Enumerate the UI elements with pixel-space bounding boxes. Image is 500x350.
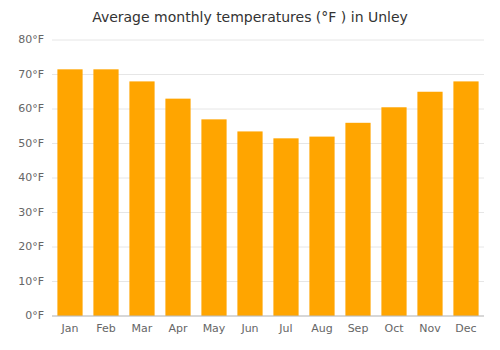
y-tick-label: 0°F	[25, 309, 44, 322]
x-tick-label: Apr	[168, 322, 188, 335]
bar	[273, 138, 298, 316]
bar	[381, 107, 406, 316]
bar	[129, 81, 154, 316]
x-tick-label: Jun	[240, 322, 258, 335]
y-tick-label: 40°F	[18, 171, 44, 184]
y-tick-label: 80°F	[18, 33, 44, 46]
y-axis: 0°F 10°F 20°F 30°F 40°F 50°F 60°F 70°F 80°F	[18, 33, 484, 322]
x-tick-label: Sep	[348, 322, 369, 335]
x-axis-line	[52, 316, 484, 317]
y-tick-label: 30°F	[18, 206, 44, 219]
bar	[57, 69, 82, 316]
bar	[417, 92, 442, 316]
bar	[165, 99, 190, 316]
bar	[201, 119, 226, 316]
x-tick-label: Jan	[61, 322, 79, 335]
bar	[237, 131, 262, 316]
y-tick-label: 70°F	[18, 68, 44, 81]
x-tick-label: Aug	[311, 322, 332, 335]
y-tick-label: 50°F	[18, 137, 44, 150]
chart-container: 0°F 10°F 20°F 30°F 40°F 50°F 60°F 70°F 80°F Jan Fe…	[0, 0, 500, 350]
bar	[309, 137, 334, 316]
grid-line	[52, 316, 484, 317]
x-tick-label: Oct	[384, 322, 404, 335]
y-tick-label: 20°F	[18, 240, 44, 253]
bar	[345, 123, 370, 316]
title: Average monthly temperatures (°F ) in Un…	[92, 9, 408, 25]
x-tick-label: Mar	[132, 322, 153, 335]
chart-svg: 0°F 10°F 20°F 30°F 40°F 50°F 60°F 70°F 80°F Jan Fe…	[0, 0, 500, 350]
x-tick-label: May	[203, 322, 226, 335]
x-axis: Jan Feb Mar Apr May Jun Jul Aug Sep Oct Nov Dec	[61, 322, 477, 335]
bars	[57, 69, 478, 316]
x-tick-label: Jul	[278, 322, 292, 335]
y-tick-label: 60°F	[18, 102, 44, 115]
y-tick-label: 10°F	[18, 275, 44, 288]
grid-line	[52, 40, 484, 41]
bar	[93, 69, 118, 316]
x-tick-label: Dec	[455, 322, 476, 335]
x-tick-label: Nov	[419, 322, 441, 335]
bar	[453, 81, 478, 316]
x-tick-label: Feb	[96, 322, 115, 335]
